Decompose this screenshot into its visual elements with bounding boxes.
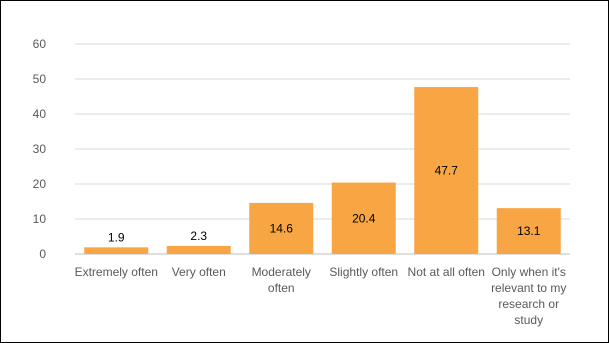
data-label: 2.3 (190, 229, 207, 243)
bar (249, 202, 314, 254)
y-tick-label: 0 (39, 247, 46, 261)
bar (166, 245, 231, 254)
x-tick-label: Not at all often (407, 265, 485, 279)
x-tick-label: Extremely often (74, 265, 158, 279)
y-tick-label: 10 (33, 212, 47, 226)
data-label: 13.1 (517, 224, 541, 238)
data-label: 14.6 (270, 221, 294, 235)
x-tick-label: Only when it's relevant to my research o… (491, 265, 567, 327)
bar (331, 182, 396, 254)
y-tick-label: 40 (33, 107, 47, 121)
x-tick-label: Very often (171, 265, 226, 279)
y-tick-label: 50 (33, 72, 47, 86)
bar (496, 208, 561, 254)
data-label: 1.9 (108, 230, 125, 244)
data-label: 47.7 (435, 164, 459, 178)
x-tick-label: Moderately often (251, 265, 311, 295)
bar (414, 87, 479, 254)
bar (84, 247, 149, 254)
y-tick-label: 30 (33, 142, 47, 156)
data-label: 20.4 (352, 211, 376, 225)
x-tick-label: Slightly often (329, 265, 399, 279)
y-tick-label: 20 (33, 177, 47, 191)
y-tick-label: 60 (33, 37, 47, 51)
